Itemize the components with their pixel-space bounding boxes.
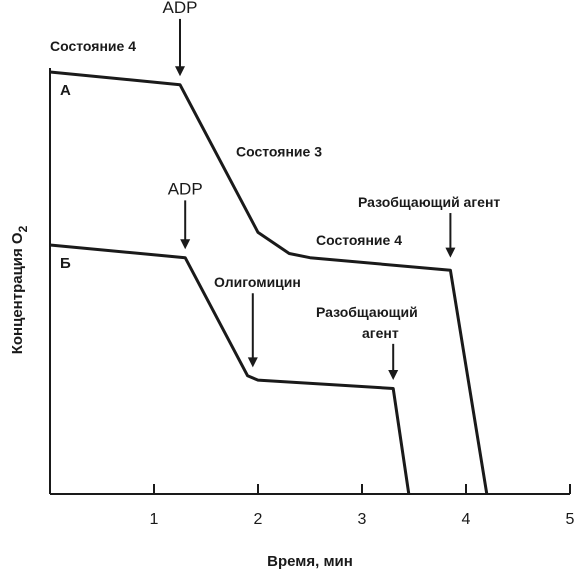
annotation-b-uncoupler-2: агент — [362, 325, 399, 341]
x-tick-label: 5 — [566, 511, 575, 528]
axes: 1 2 3 4 5 — [49, 68, 575, 528]
x-axis-title: Время, мин — [267, 553, 353, 570]
annotation-b-oligomycin: Олигомицин — [214, 274, 301, 290]
annotation-a-uncoupler-a: Разобщающий агент — [358, 194, 500, 210]
annotation-b-uncoupler-1: Разобщающий — [316, 304, 418, 320]
series-b-label: Б — [60, 255, 71, 272]
arrowhead-a-uncoupler-a — [445, 247, 456, 258]
arrowhead-b-oligomycin — [247, 357, 258, 368]
annotation-b-adp: ADP — [168, 179, 203, 198]
annotation-a-adp: ADP — [163, 0, 198, 17]
arrowhead-a-adp — [175, 66, 185, 77]
annotations: Состояние 4 ADP Состояние 3 Разобщающий аге… — [50, 0, 500, 381]
x-tick-label: 1 — [150, 511, 159, 528]
series-a-line — [49, 70, 489, 495]
series-a-label: А — [60, 82, 71, 99]
series-b-line — [49, 243, 411, 495]
x-tick-label: 3 — [358, 511, 367, 528]
curves — [49, 70, 489, 495]
arrowhead-b-adp — [180, 239, 191, 250]
y-axis-title: Концентрация O2 — [9, 225, 30, 354]
arrowhead-b-uncoupler-2 — [388, 370, 399, 381]
annotation-a-state4-mid: Состояние 4 — [316, 232, 402, 248]
x-tick-label: 4 — [462, 511, 471, 528]
annotation-a-state3: Состояние 3 — [236, 143, 322, 159]
x-tick-label: 2 — [254, 511, 263, 528]
labels: А Б Время, мин Концентрация O2 — [9, 82, 353, 570]
annotation-a-state4-top: Состояние 4 — [50, 38, 136, 54]
